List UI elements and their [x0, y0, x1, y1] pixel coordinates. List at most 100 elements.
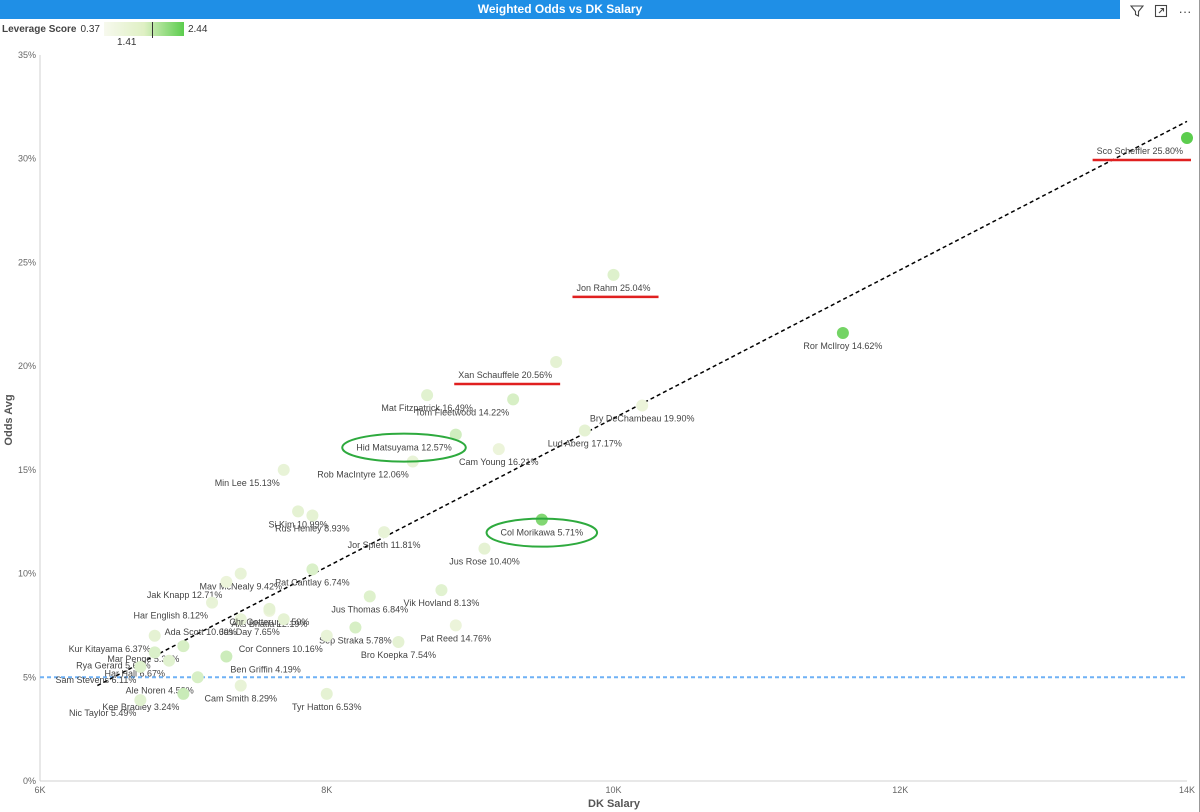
data-point [220, 650, 233, 663]
data-label: Cam Smith 8.29% [204, 694, 277, 704]
data-point [134, 660, 147, 673]
data-point [148, 646, 161, 659]
x-tick-label: 12K [892, 785, 908, 795]
data-point [492, 443, 505, 456]
x-tick-label: 6K [34, 785, 45, 795]
data-point [134, 694, 147, 707]
data-label: Chr Gotterup 9.50% [229, 617, 309, 627]
circle-annotation [341, 432, 467, 463]
data-label: Jus Thomas 6.84% [331, 604, 408, 614]
chart-points: Sco Scheffler 25.80% Jon Rahm 25.04% Ror M… [55, 131, 1193, 718]
data-label: Jak Knapp 12.71% [147, 590, 223, 600]
data-point [234, 567, 247, 580]
data-point [306, 509, 319, 522]
data-point [363, 590, 376, 603]
data-point [234, 613, 247, 626]
data-label: Sam Stevens 6.11% [55, 675, 136, 685]
data-label: Min Lee 15.13% [215, 478, 280, 488]
chart-annotations [341, 158, 1191, 548]
data-label: Mat Fitzpatrick 16.49% [381, 403, 473, 413]
data-point [163, 654, 176, 667]
y-tick-label: 0% [23, 776, 36, 786]
filter-icon[interactable] [1128, 2, 1146, 20]
data-label: Rus Henley 8.93% [275, 523, 350, 533]
data-label: Ale Noren 4.59% [126, 685, 194, 695]
y-axis-label: Odds Avg [3, 394, 15, 445]
data-label: Aks Bhatia 12.19% [231, 619, 307, 629]
data-point [435, 584, 448, 597]
x-tick-label: 8K [321, 785, 332, 795]
focus-mode-icon[interactable] [1152, 2, 1170, 20]
x-tick-label: 14K [1179, 785, 1195, 795]
legend-min: 0.37 [80, 23, 100, 35]
chart-axes: 0% 5% 10% 15% 20% 25% 30% 35% 6K 8K 10K 12K 14K [18, 50, 1195, 795]
data-point [191, 671, 204, 684]
data-point [263, 602, 276, 615]
data-label: Sco Scheffler 25.80% [1097, 146, 1183, 156]
y-tick-label: 15% [18, 465, 36, 475]
data-point [177, 640, 190, 653]
y-tick-label: 35% [18, 50, 36, 60]
data-label: Pat Cantlay 6.74% [275, 577, 350, 587]
data-label: Xan Schauffele 20.56% [458, 370, 552, 380]
data-label: Bro Koepka 7.54% [361, 650, 436, 660]
data-label: Kee Bradley 3.24% [102, 702, 179, 712]
data-label: Si Kim 10.99% [269, 519, 328, 529]
data-point [292, 505, 305, 518]
data-label: Pat Reed 14.76% [421, 633, 492, 643]
visual-title-bar: Weighted Odds vs DK Salary [0, 0, 1120, 19]
more-options-icon[interactable]: ··· [1176, 2, 1194, 20]
data-label: Har Hall 6.67% [105, 669, 166, 679]
y-tick-label: 20% [18, 361, 36, 371]
color-legend: Leverage Score 0.37 2.44 [2, 21, 207, 38]
legend-gradient-bar [103, 22, 184, 38]
data-point [234, 679, 247, 692]
data-label: Sep Straka 5.78% [319, 636, 392, 646]
data-label: Jus Rose 10.40% [449, 557, 520, 567]
data-label: Ben Griffin 4.19% [230, 665, 300, 675]
data-point [277, 463, 290, 476]
data-point [177, 687, 190, 700]
y-tick-label: 30% [18, 154, 36, 164]
data-label: Col Morikawa 5.71% [501, 528, 584, 538]
data-label: Bry DeChambeau 19.90% [590, 414, 695, 424]
data-label: Vik Hovland 8.13% [404, 598, 480, 608]
data-point [607, 268, 620, 281]
y-tick-label: 25% [18, 257, 36, 267]
legend-marker [151, 22, 153, 38]
data-point [449, 428, 462, 441]
data-label: Tom Fleetwood 14.22% [415, 407, 509, 417]
more-options-glyph: ··· [1178, 3, 1192, 19]
data-point [449, 619, 462, 632]
data-label: Tyr Hatton 6.53% [292, 702, 362, 712]
data-label: Ada Scott 10.60% [165, 627, 237, 637]
trend-line [97, 120, 1188, 687]
data-point [306, 563, 319, 576]
data-point [277, 613, 290, 626]
data-label: Jon Rahm 25.04% [576, 283, 650, 293]
data-point [507, 393, 520, 406]
data-label: Har English 8.12% [134, 611, 209, 621]
data-point [836, 326, 849, 339]
data-label: Cor Conners 10.16% [239, 644, 323, 654]
data-label: Lud Aberg 17.17% [548, 438, 622, 448]
data-point [320, 687, 333, 700]
data-point [220, 575, 233, 588]
chart-lines [40, 120, 1188, 687]
data-point [1181, 131, 1193, 144]
data-label: Cam Young 16.21% [459, 457, 539, 467]
y-tick-label: 10% [18, 569, 36, 579]
data-point [421, 389, 434, 402]
data-label: Ror McIlroy 14.62% [803, 341, 882, 351]
data-point [148, 629, 161, 642]
data-point [206, 596, 219, 609]
visual-title: Weighted Odds vs DK Salary [477, 2, 643, 16]
data-point [392, 636, 405, 649]
circle-annotation [485, 517, 599, 548]
data-point [320, 629, 333, 642]
legend-label: Leverage Score [2, 23, 77, 35]
y-tick-label: 5% [23, 672, 36, 682]
legend-marker-value: 1.41 [117, 37, 137, 48]
data-label: Rya Gerard 5.67% [76, 660, 151, 670]
